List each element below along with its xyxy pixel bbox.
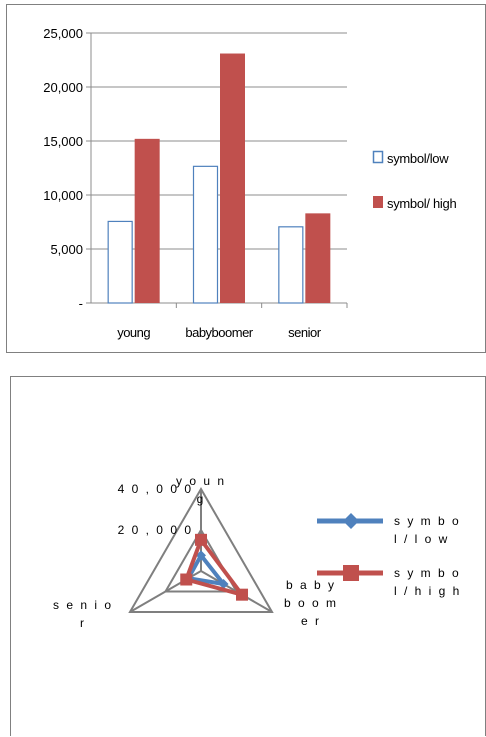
radar-axis-label: g [197,492,206,506]
legend-label: s y m b o [394,514,461,528]
radar-tick-label: 4 0 , 0 0 0 [118,482,193,496]
legend-label: l / l o w [394,532,449,546]
legend-label: l / h i g h [394,584,461,598]
radar-point [195,533,207,546]
bar-0-0 [107,220,133,304]
radar-tick-label: 2 0 , 0 0 0 [118,523,193,537]
x-tick-label: babyboomer [185,325,253,340]
y-tick-label: - [79,296,83,311]
radar-axis-label: e r [301,614,321,628]
legend-swatch [373,196,383,208]
bar-1-1 [220,53,245,303]
radar-series-line-1 [184,537,245,597]
radar-chart: -2 0 , 0 0 04 0 , 0 0 0y o u ngb a b yb … [53,474,461,630]
x-tick-label: young [117,325,150,340]
legend-marker [343,565,359,581]
radar-point [196,550,206,561]
bar-0-1 [134,138,160,303]
y-tick-label: 5,000 [50,242,83,257]
y-tick-label: 25,000 [43,26,83,41]
bar-2-1 [305,213,331,303]
bar-chart: - 5,000 10,000 15,000 20,000 25,000 young babyb… [43,26,457,340]
bar-1-0 [192,165,219,304]
radar-point [236,588,249,601]
bar-2-0 [278,226,304,304]
radar-axis-label: r [80,616,86,630]
radar-point [218,579,229,590]
legend-label: s y m b o [394,566,461,580]
x-tick-label: senior [288,325,322,340]
radar-axis-label: s e n i o [53,598,113,612]
radar-axis-label: y o u n [176,474,226,488]
radar-axis-label: b o o m [284,596,338,610]
legend-label: symbol/low [387,151,449,166]
y-tick-label: 15,000 [43,134,83,149]
radar-axis-label: b a b y [286,578,336,592]
legend-label: symbol/ high [387,196,456,211]
y-tick-label: 10,000 [43,188,83,203]
legend-swatch [372,150,384,164]
bar-chart-frame: - 5,000 10,000 15,000 20,000 25,000 young babyb… [6,4,486,353]
radar-grid-ring [128,486,274,613]
radar-series-line-0 [186,553,226,587]
radar-point [180,573,193,586]
y-tick-label: 20,000 [43,80,83,95]
legend-marker [343,513,359,529]
